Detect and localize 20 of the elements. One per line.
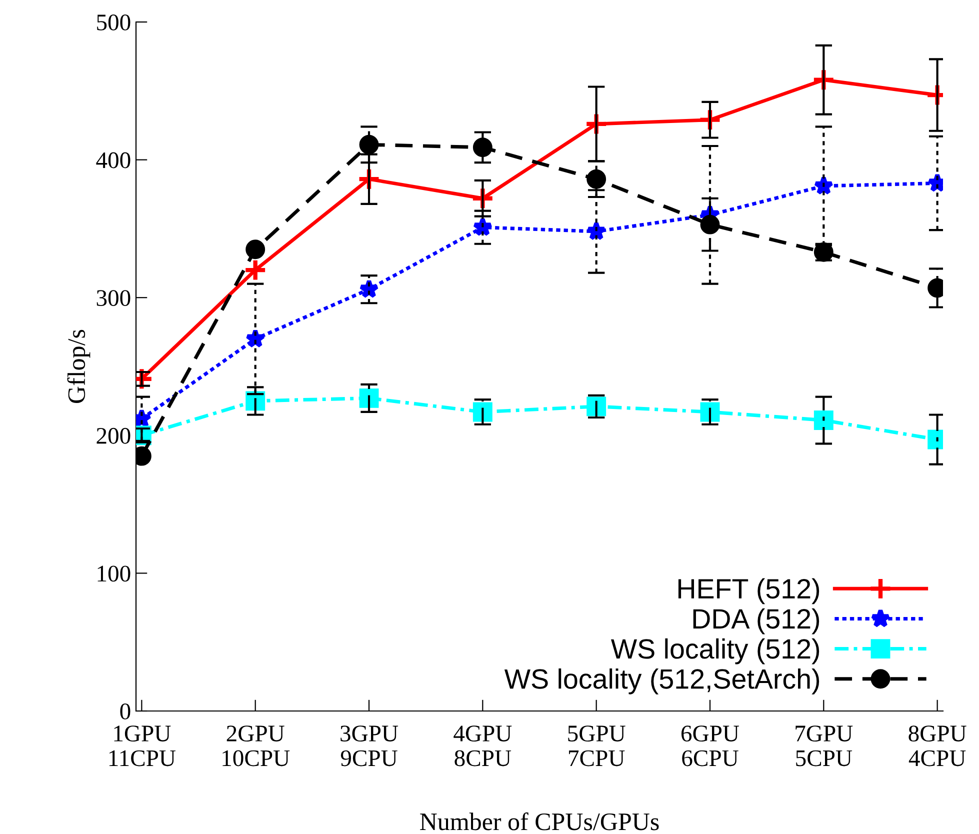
legend-label: WS locality (512,SetArch) [504,668,820,694]
legend-label: HEFT (512) [678,578,820,604]
x-tick-label: 7GPU 5CPU [796,726,853,766]
y-axis-title: Gflop/s [67,330,90,403]
x-tick-label: 1GPU 11CPU [109,726,176,766]
x-tick-label: 4GPU 8CPU [454,726,512,766]
y-tick-label: 500 [97,14,130,30]
x-tick-label: 6GPU 6CPU [681,726,740,766]
legend-label: WS locality (512) [610,638,820,664]
x-tick-label: 3GPU 9CPU [340,726,398,766]
x-tick-label: 8GPU 4CPU [908,726,966,766]
x-tick-label: 2GPU 10CPU [222,726,290,766]
x-axis-title: Number of CPUs/GPUs [420,812,659,830]
x-tick-label: 5GPU 7CPU [568,726,626,766]
y-tick-label: 0 [120,703,130,720]
y-tick-label: 200 [96,428,130,444]
legend-label: DDA (512) [693,608,820,634]
y-tick-label: 100 [98,566,130,582]
y-tick-label: 300 [96,290,130,306]
y-tick-label: 400 [96,152,130,168]
